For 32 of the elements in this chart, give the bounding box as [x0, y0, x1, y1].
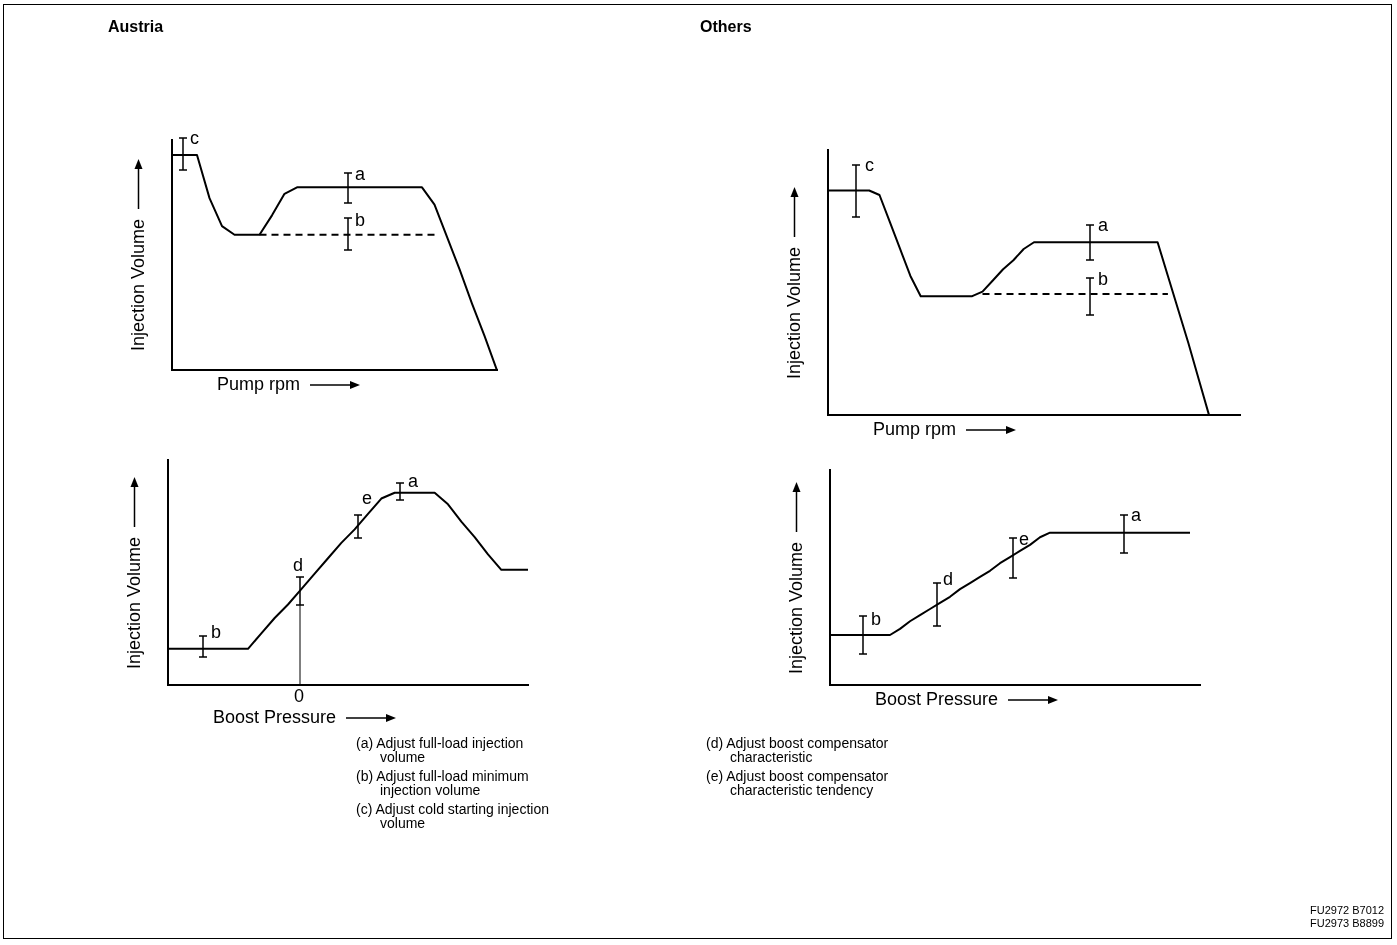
text: c — [190, 128, 199, 148]
annotation: a — [1098, 215, 1109, 235]
annotation: d — [943, 569, 954, 589]
x-axis-title: Pump rpm — [217, 374, 301, 394]
y-axis-title: Injection Volume — [123, 536, 144, 669]
text: (e) Adjust boost compensator characteristic tendency — [706, 768, 890, 798]
annotation: a — [355, 164, 366, 184]
annotation: e — [362, 488, 373, 508]
text: 0 — [294, 686, 305, 706]
annotation: d — [293, 555, 304, 575]
text: (c) Adjust cold starting injection volume — [356, 801, 550, 831]
annotation: b — [1098, 269, 1109, 289]
y-axis-title: Injection Volume — [127, 218, 148, 352]
text: a — [1131, 505, 1142, 525]
text: FU2972 B7012 — [1310, 904, 1384, 917]
text: FU2973 B8899 — [1310, 917, 1384, 930]
chart-title: Others — [700, 18, 752, 36]
text: (a) Adjust full-load injection volume — [356, 735, 525, 765]
text: (b) Adjust full-load minimum injection volume — [356, 768, 530, 798]
x-axis-title: Boost Pressure — [213, 707, 337, 727]
text: (d) Adjust boost compensator characteristic — [706, 735, 890, 765]
text: a — [408, 471, 419, 491]
annotation: b — [355, 210, 366, 230]
annotation: b — [211, 622, 222, 642]
annotation: e — [1019, 529, 1030, 549]
x-axis-title: Boost Pressure — [875, 689, 999, 709]
chart-title: Austria — [108, 18, 164, 36]
x-axis-title: Pump rpm — [873, 419, 957, 439]
text: c — [865, 155, 874, 175]
y-axis-title: Injection Volume — [783, 246, 804, 379]
y-axis-title: Injection Volume — [785, 541, 806, 674]
annotation: b — [871, 609, 882, 629]
